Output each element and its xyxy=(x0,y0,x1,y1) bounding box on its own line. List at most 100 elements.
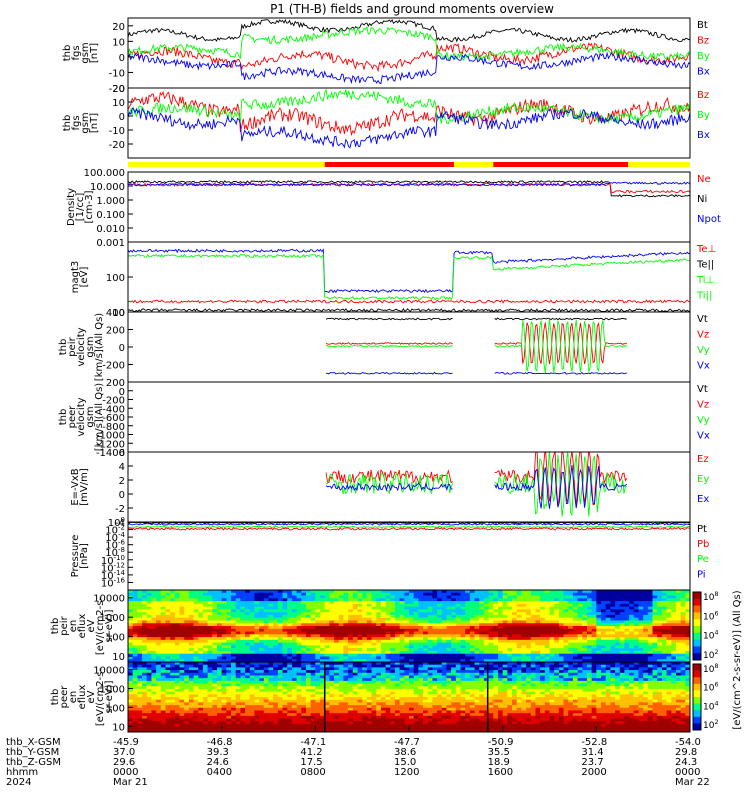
heatmap-cell xyxy=(423,609,429,613)
heatmap-cell xyxy=(287,595,293,599)
heatmap-cell xyxy=(376,612,382,616)
heatmap-cell xyxy=(610,631,616,635)
heatmap-cell xyxy=(390,617,396,621)
heatmap-cell xyxy=(235,595,241,599)
heatmap-cell xyxy=(376,715,382,719)
heatmap-cell xyxy=(320,626,326,630)
heatmap-cell xyxy=(394,715,401,719)
heatmap-cell xyxy=(207,707,213,711)
heatmap-cell xyxy=(235,662,241,666)
heatmap-cell xyxy=(399,707,405,711)
heatmap-cell xyxy=(235,691,241,695)
heatmap-cell xyxy=(212,715,218,719)
heatmap-cell xyxy=(474,659,480,662)
heatmap-cell xyxy=(343,718,349,722)
heatmap-cell xyxy=(348,713,354,717)
heatmap-cell xyxy=(596,609,602,613)
heatmap-cell xyxy=(652,601,658,605)
heatmap-cell xyxy=(287,603,293,608)
heatmap-cell xyxy=(146,653,152,657)
heatmap-cell xyxy=(394,691,401,695)
heatmap-cell xyxy=(142,702,148,706)
heatmap-cell xyxy=(324,626,330,630)
heatmap-cell xyxy=(240,729,246,732)
heatmap-cell xyxy=(521,623,527,627)
heatmap-cell xyxy=(132,694,138,698)
heatmap-cell xyxy=(652,614,658,619)
heatmap-cell xyxy=(287,634,293,638)
heatmap-cell xyxy=(577,612,583,616)
y-tick-label: 100.000 xyxy=(84,168,125,179)
heatmap-cell xyxy=(409,595,415,599)
heatmap-cell xyxy=(221,590,227,594)
heatmap-cell xyxy=(427,639,433,644)
heatmap-cell xyxy=(643,614,649,619)
heatmap-cell xyxy=(675,637,682,641)
heatmap-cell xyxy=(282,718,288,722)
heatmap-cell xyxy=(586,620,593,624)
heatmap-cell xyxy=(165,590,171,594)
heatmap-cell xyxy=(128,715,134,719)
heatmap-cell xyxy=(216,662,223,666)
heatmap-cell xyxy=(432,614,438,619)
heatmap-cell xyxy=(249,642,255,646)
heatmap-cell xyxy=(151,623,157,627)
heatmap-cell xyxy=(165,653,171,657)
heatmap-cell xyxy=(235,614,241,619)
heatmap-cell xyxy=(605,623,611,627)
heatmap-cell xyxy=(572,639,578,644)
heatmap-cell xyxy=(460,617,466,621)
heatmap-cell xyxy=(212,721,218,725)
heatmap-cell xyxy=(554,598,560,602)
heatmap-cell xyxy=(231,639,237,644)
heatmap-cell xyxy=(540,653,546,657)
heatmap-cell xyxy=(315,614,321,619)
heatmap-cell xyxy=(268,612,274,616)
heatmap-cell xyxy=(357,705,363,709)
heatmap-cell xyxy=(643,595,649,599)
heatmap-cell xyxy=(633,653,639,657)
heatmap-cell xyxy=(605,603,611,608)
heatmap-cell xyxy=(540,620,546,624)
heatmap-cell xyxy=(301,662,307,666)
heatmap-cell xyxy=(629,648,635,652)
heatmap-cell xyxy=(301,694,307,698)
heatmap-cell xyxy=(540,590,546,594)
series-green xyxy=(325,319,628,373)
heatmap-cell xyxy=(245,653,251,657)
heatmap-cell xyxy=(170,614,176,619)
heatmap-cell xyxy=(179,626,185,630)
heatmap-cell xyxy=(437,623,443,627)
heatmap-cell xyxy=(287,601,293,605)
heatmap-cell xyxy=(193,617,199,621)
heatmap-cell xyxy=(128,680,134,684)
heatmap-cell xyxy=(324,723,330,728)
heatmap-cell xyxy=(170,694,176,698)
heatmap-cell xyxy=(151,697,157,701)
heatmap-cell xyxy=(394,702,401,706)
heatmap-cell xyxy=(137,691,143,695)
heatmap-cell xyxy=(184,650,190,655)
heatmap-cell xyxy=(137,595,143,599)
heatmap-cell xyxy=(474,617,480,621)
heatmap-cell xyxy=(488,648,494,652)
heatmap-cell xyxy=(202,667,209,671)
heatmap-cell xyxy=(249,623,255,627)
heatmap-cell xyxy=(619,614,625,619)
heatmap-cell xyxy=(427,699,433,703)
heatmap-cell xyxy=(240,726,246,730)
heatmap-cell xyxy=(151,729,157,732)
heatmap-cell xyxy=(591,659,597,662)
heatmap-cell xyxy=(427,598,433,602)
heatmap-cell xyxy=(334,612,340,616)
heatmap-cell xyxy=(352,639,358,644)
y-tick-label: 0.100 xyxy=(96,210,125,221)
heatmap-cell xyxy=(394,628,401,632)
heatmap-cell xyxy=(207,634,213,638)
heatmap-cell xyxy=(615,645,621,649)
heatmap-cell xyxy=(376,710,382,714)
y-tick-label: 10-12 xyxy=(101,561,125,574)
heatmap-cell xyxy=(315,675,321,679)
heatmap-cell xyxy=(357,726,363,730)
heatmap-cell xyxy=(291,601,297,605)
